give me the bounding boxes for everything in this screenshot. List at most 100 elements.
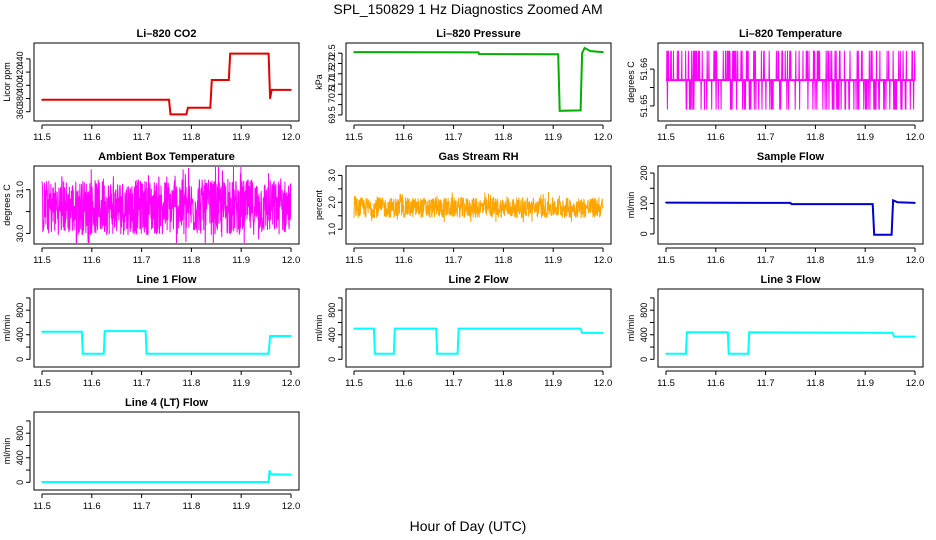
y-axis-label: kPa — [314, 74, 324, 90]
data-point — [685, 352, 687, 355]
data-point — [81, 330, 83, 333]
x-tick-label: 12.0 — [282, 132, 301, 143]
y-tick-label: 0 — [327, 357, 337, 362]
data-point — [891, 332, 894, 334]
plot-frame — [345, 288, 612, 368]
series-line — [42, 330, 291, 355]
data-series — [665, 198, 916, 236]
x-axis: 11.5 11.6 11.7 11.8 11.9 12.0 — [345, 124, 613, 143]
panel-title: Li–820 Pressure — [436, 28, 520, 40]
y-tick-label: 3.0 — [327, 169, 337, 182]
x-tick-label: 11.7 — [445, 255, 463, 266]
y-tick-label: 400 — [639, 327, 649, 342]
data-series — [353, 327, 604, 355]
panel-2: Li–820 Pressure 11.5 11.6 11.7 11.8 11.9 12.0 6… — [314, 28, 612, 143]
y-tick-label: 400 — [15, 327, 25, 342]
data-point — [457, 327, 460, 330]
y-tick-label: 400 — [15, 450, 25, 465]
data-point — [581, 52, 583, 54]
series-line — [41, 167, 292, 243]
data-point — [748, 331, 750, 334]
data-point — [665, 201, 667, 204]
panel-title: Line 2 Flow — [449, 274, 509, 286]
x-tick-label: 11.6 — [707, 378, 725, 389]
data-point — [896, 201, 899, 204]
x-tick-label: 11.8 — [807, 378, 825, 389]
plot-frame — [33, 42, 300, 122]
x-tick-label: 11.7 — [757, 255, 775, 266]
x-tick-label: 11.9 — [544, 255, 562, 266]
data-point — [209, 106, 212, 109]
x-axis: 11.5 11.6 11.7 11.8 11.9 12.0 — [345, 370, 612, 389]
x-tick-label: 11.5 — [345, 132, 363, 143]
data-point — [394, 327, 396, 330]
data-point — [892, 199, 894, 202]
y-tick-label: 51.65 — [639, 95, 649, 118]
y-tick-label: 70.5 — [327, 86, 337, 104]
x-tick-label: 11.9 — [232, 501, 250, 512]
x-tick-label: 11.8 — [495, 378, 513, 389]
x-tick-label: 11.7 — [133, 132, 151, 143]
panel-10: Line 4 (LT) Flow 11.5 11.6 11.7 11.8 11.9 12.0… — [2, 397, 300, 512]
y-tick-label: 69.5 — [327, 106, 337, 124]
y-axis-label: ml/min — [626, 315, 636, 342]
y-tick-label: 800 — [15, 303, 25, 318]
y-tick-label: 440 — [15, 51, 25, 66]
x-tick-label: 11.7 — [133, 255, 151, 266]
y-axis-label: ml/min — [2, 315, 12, 342]
x-axis: 11.5 11.6 11.7 11.8 11.9 12.0 — [33, 370, 301, 389]
y-tick-label: 800 — [327, 303, 337, 318]
x-tick-label: 11.7 — [445, 132, 463, 143]
data-point — [583, 47, 586, 49]
x-tick-label: 11.9 — [232, 132, 250, 143]
y-tick-label: 800 — [639, 303, 649, 318]
data-point — [270, 473, 272, 476]
data-point — [602, 332, 604, 334]
y-tick-label: 200 — [639, 166, 649, 181]
data-point — [187, 106, 189, 109]
data-point — [267, 52, 270, 55]
data-point — [579, 327, 582, 330]
y-tick-label: 1.0 — [327, 223, 337, 236]
data-point — [290, 335, 292, 337]
y-axis-label: percent — [314, 189, 324, 220]
x-tick-label: 12.0 — [282, 378, 301, 389]
data-point — [747, 352, 749, 355]
data-point — [268, 469, 271, 472]
data-series — [353, 191, 604, 223]
x-tick-label: 11.7 — [757, 132, 775, 143]
y-tick-label: 51.66 — [639, 58, 649, 81]
x-tick-label: 11.5 — [345, 255, 363, 266]
data-point — [579, 109, 582, 112]
panel-7: Line 1 Flow 11.5 11.6 11.7 11.8 11.9 12.0 0 400 8… — [2, 274, 300, 389]
data-point — [41, 99, 43, 101]
data-point — [373, 327, 375, 330]
data-point — [103, 330, 106, 332]
x-tick-label: 12.0 — [594, 132, 613, 143]
x-tick-label: 11.9 — [544, 132, 562, 143]
data-point — [353, 327, 355, 330]
y-axis-label: degrees C — [2, 184, 12, 226]
x-tick-label: 11.6 — [83, 501, 101, 512]
panel-9: Line 3 Flow 11.5 11.6 11.7 11.8 11.9 12.0 0 400 8… — [626, 274, 924, 389]
series-line — [665, 198, 916, 236]
data-series — [665, 331, 916, 355]
data-point — [269, 335, 271, 337]
y-tick-label: 380 — [15, 91, 25, 106]
x-tick-label: 11.8 — [183, 132, 201, 143]
data-point — [435, 327, 437, 330]
panel-title: Li–820 CO2 — [137, 28, 197, 40]
data-point — [456, 352, 459, 355]
x-tick-label: 11.6 — [83, 132, 101, 143]
panel-title: Ambient Box Temperature — [98, 151, 235, 163]
y-tick-label: 2.0 — [327, 196, 337, 209]
data-point — [436, 352, 438, 355]
y-tick-label: 72.5 — [327, 44, 337, 62]
